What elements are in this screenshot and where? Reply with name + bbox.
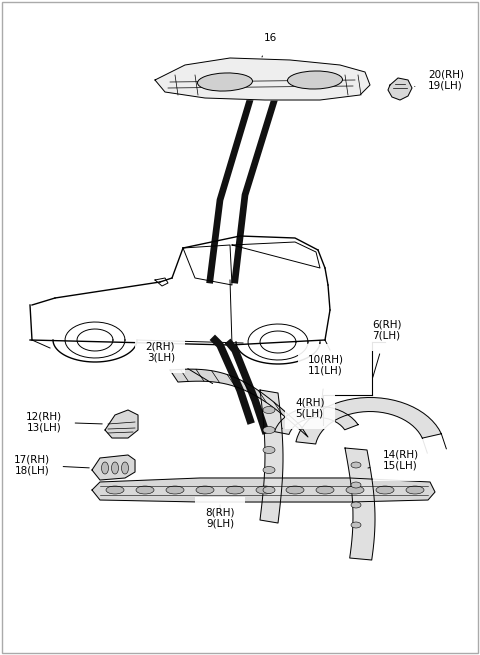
Ellipse shape	[106, 486, 124, 494]
Ellipse shape	[376, 486, 394, 494]
Ellipse shape	[121, 462, 129, 474]
Polygon shape	[92, 455, 135, 480]
Ellipse shape	[263, 466, 275, 474]
Ellipse shape	[351, 462, 361, 468]
Polygon shape	[345, 448, 375, 560]
Ellipse shape	[263, 426, 275, 434]
Ellipse shape	[286, 486, 304, 494]
Ellipse shape	[166, 486, 184, 494]
Ellipse shape	[197, 73, 252, 91]
Ellipse shape	[263, 407, 275, 413]
Text: 17(RH)
18(LH): 17(RH) 18(LH)	[14, 454, 89, 476]
Text: 6(RH)
7(LH): 6(RH) 7(LH)	[372, 319, 401, 377]
Polygon shape	[170, 369, 308, 437]
Polygon shape	[155, 58, 370, 100]
Ellipse shape	[256, 486, 274, 494]
Text: 20(RH)
19(LH): 20(RH) 19(LH)	[415, 69, 464, 91]
Text: 12(RH)
13(LH): 12(RH) 13(LH)	[26, 411, 102, 433]
Text: 10(RH)
11(LH): 10(RH) 11(LH)	[308, 354, 344, 412]
Text: 14(RH)
15(LH): 14(RH) 15(LH)	[368, 449, 419, 471]
Ellipse shape	[351, 522, 361, 528]
Polygon shape	[296, 398, 441, 444]
Ellipse shape	[316, 486, 334, 494]
Text: 16: 16	[262, 33, 276, 57]
Polygon shape	[275, 406, 358, 434]
Text: 4(RH)
5(LH): 4(RH) 5(LH)	[282, 397, 324, 428]
Ellipse shape	[101, 462, 108, 474]
Ellipse shape	[288, 71, 343, 89]
Ellipse shape	[346, 486, 364, 494]
Ellipse shape	[196, 486, 214, 494]
Ellipse shape	[263, 487, 275, 493]
Ellipse shape	[136, 486, 154, 494]
Polygon shape	[105, 410, 138, 438]
Ellipse shape	[111, 462, 119, 474]
Polygon shape	[260, 390, 283, 523]
Ellipse shape	[406, 486, 424, 494]
Ellipse shape	[226, 486, 244, 494]
Ellipse shape	[351, 482, 361, 488]
Text: 8(RH)
9(LH): 8(RH) 9(LH)	[205, 505, 235, 529]
Ellipse shape	[351, 502, 361, 508]
Polygon shape	[92, 478, 435, 502]
Text: 2(RH)
3(LH): 2(RH) 3(LH)	[145, 341, 213, 384]
Ellipse shape	[263, 447, 275, 453]
Polygon shape	[388, 78, 412, 100]
